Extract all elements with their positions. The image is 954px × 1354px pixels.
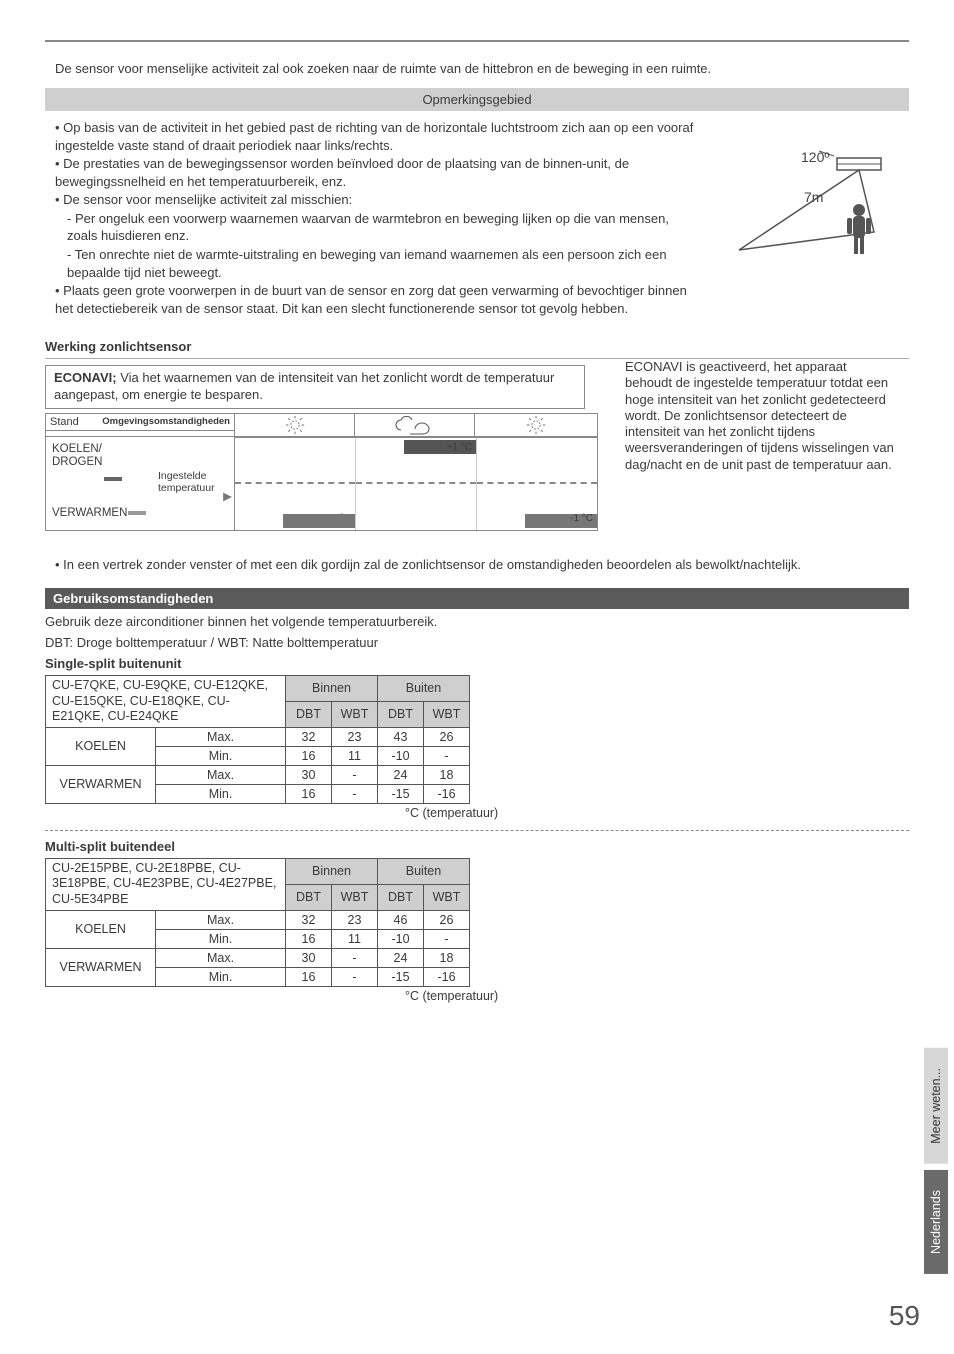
angle-label: 120º: [801, 150, 829, 165]
multi-title: Multi-split buitendeel: [45, 839, 909, 854]
omg-label: Omgevingsomstandigheden: [102, 416, 230, 428]
stand-label: Stand: [50, 416, 79, 428]
multi-split-table: CU-2E15PBE, CU-2E18PBE, CU-3E18PBE, CU-4…: [45, 858, 470, 987]
bullet: • Plaats geen grote voorwerpen in de buu…: [55, 282, 695, 317]
gebruik-p1: Gebruik deze airconditioner binnen het v…: [45, 613, 909, 631]
verwarmen-row: VERWARMEN: [46, 765, 156, 803]
col-buiten: Buiten: [378, 675, 470, 701]
page-number: 59: [889, 1300, 920, 1332]
koelen-drogen-label: KOELEN/ DROGEN: [52, 443, 228, 469]
temp-note: °C (temperatuur): [405, 989, 909, 1003]
models-cell: CU-E7QKE, CU-E9QKE, CU-E12QKE, CU-E15QKE…: [46, 675, 286, 727]
bullet: • De sensor voor menselijke activiteit z…: [55, 191, 695, 209]
temp-note: °C (temperatuur): [405, 806, 909, 820]
econavi-label: ECONAVI;: [54, 370, 117, 385]
verwarmen-label: VERWARMEN: [52, 507, 127, 519]
zon-title: Werking zonlichtsensor: [45, 339, 909, 354]
single-title: Single-split buitenunit: [45, 656, 909, 671]
gebruik-p2: DBT: Droge bolttemperatuur / WBT: Natte …: [45, 634, 909, 652]
econavi-text: Via het waarnemen van de intensiteit van…: [54, 370, 554, 402]
dist-label: 7m: [804, 189, 823, 205]
intro-text: De sensor voor menselijke activiteit zal…: [55, 60, 899, 78]
koelen-row: KOELEN: [46, 727, 156, 765]
zon-note: • In een vertrek zonder venster of met e…: [55, 557, 899, 574]
econavi-box: ECONAVI; Via het waarnemen van de intens…: [45, 365, 585, 409]
models-cell: CU-2E15PBE, CU-2E18PBE, CU-3E18PBE, CU-4…: [46, 858, 286, 910]
cloud-icon-cell: [355, 413, 475, 437]
side-tabs: Meer weten... Nederlands: [924, 1048, 948, 1274]
remark-bar: Opmerkingsgebied: [45, 88, 909, 111]
dashed-separator: [45, 830, 909, 831]
sun-icon-cell: [235, 413, 355, 437]
ingestelde-label: Ingestelde temperatuur: [158, 471, 215, 494]
bullet-sub: - Ten onrechte niet de warmte-uitstralin…: [55, 246, 695, 281]
tab-nederlands: Nederlands: [924, 1170, 948, 1274]
bullet: • De prestaties van de bewegingssensor w…: [55, 155, 695, 190]
gebruik-title-bar: Gebruiksomstandigheden: [45, 588, 909, 609]
col-binnen: Binnen: [286, 675, 378, 701]
tab-meer-weten: Meer weten...: [924, 1048, 948, 1164]
sun2-icon-cell: [475, 413, 598, 437]
bullet-list: • Op basis van de activiteit in het gebi…: [55, 119, 695, 317]
sunlight-chart: -1 °C +1 °C -1 °C: [235, 437, 598, 531]
sensor-range-figure: 120º 7m: [719, 150, 899, 270]
bullet: • Op basis van de activiteit in het gebi…: [55, 119, 695, 154]
sunlight-diagram: Stand Omgevingsomstandigheden KOELEN/ DR…: [45, 413, 600, 553]
single-split-table: CU-E7QKE, CU-E9QKE, CU-E12QKE, CU-E15QKE…: [45, 675, 470, 804]
zon-right-text: ECONAVI is geactiveerd, het apparaat beh…: [625, 359, 895, 473]
bullet-sub: - Per ongeluk een voorwerp waarnemen waa…: [55, 210, 695, 245]
